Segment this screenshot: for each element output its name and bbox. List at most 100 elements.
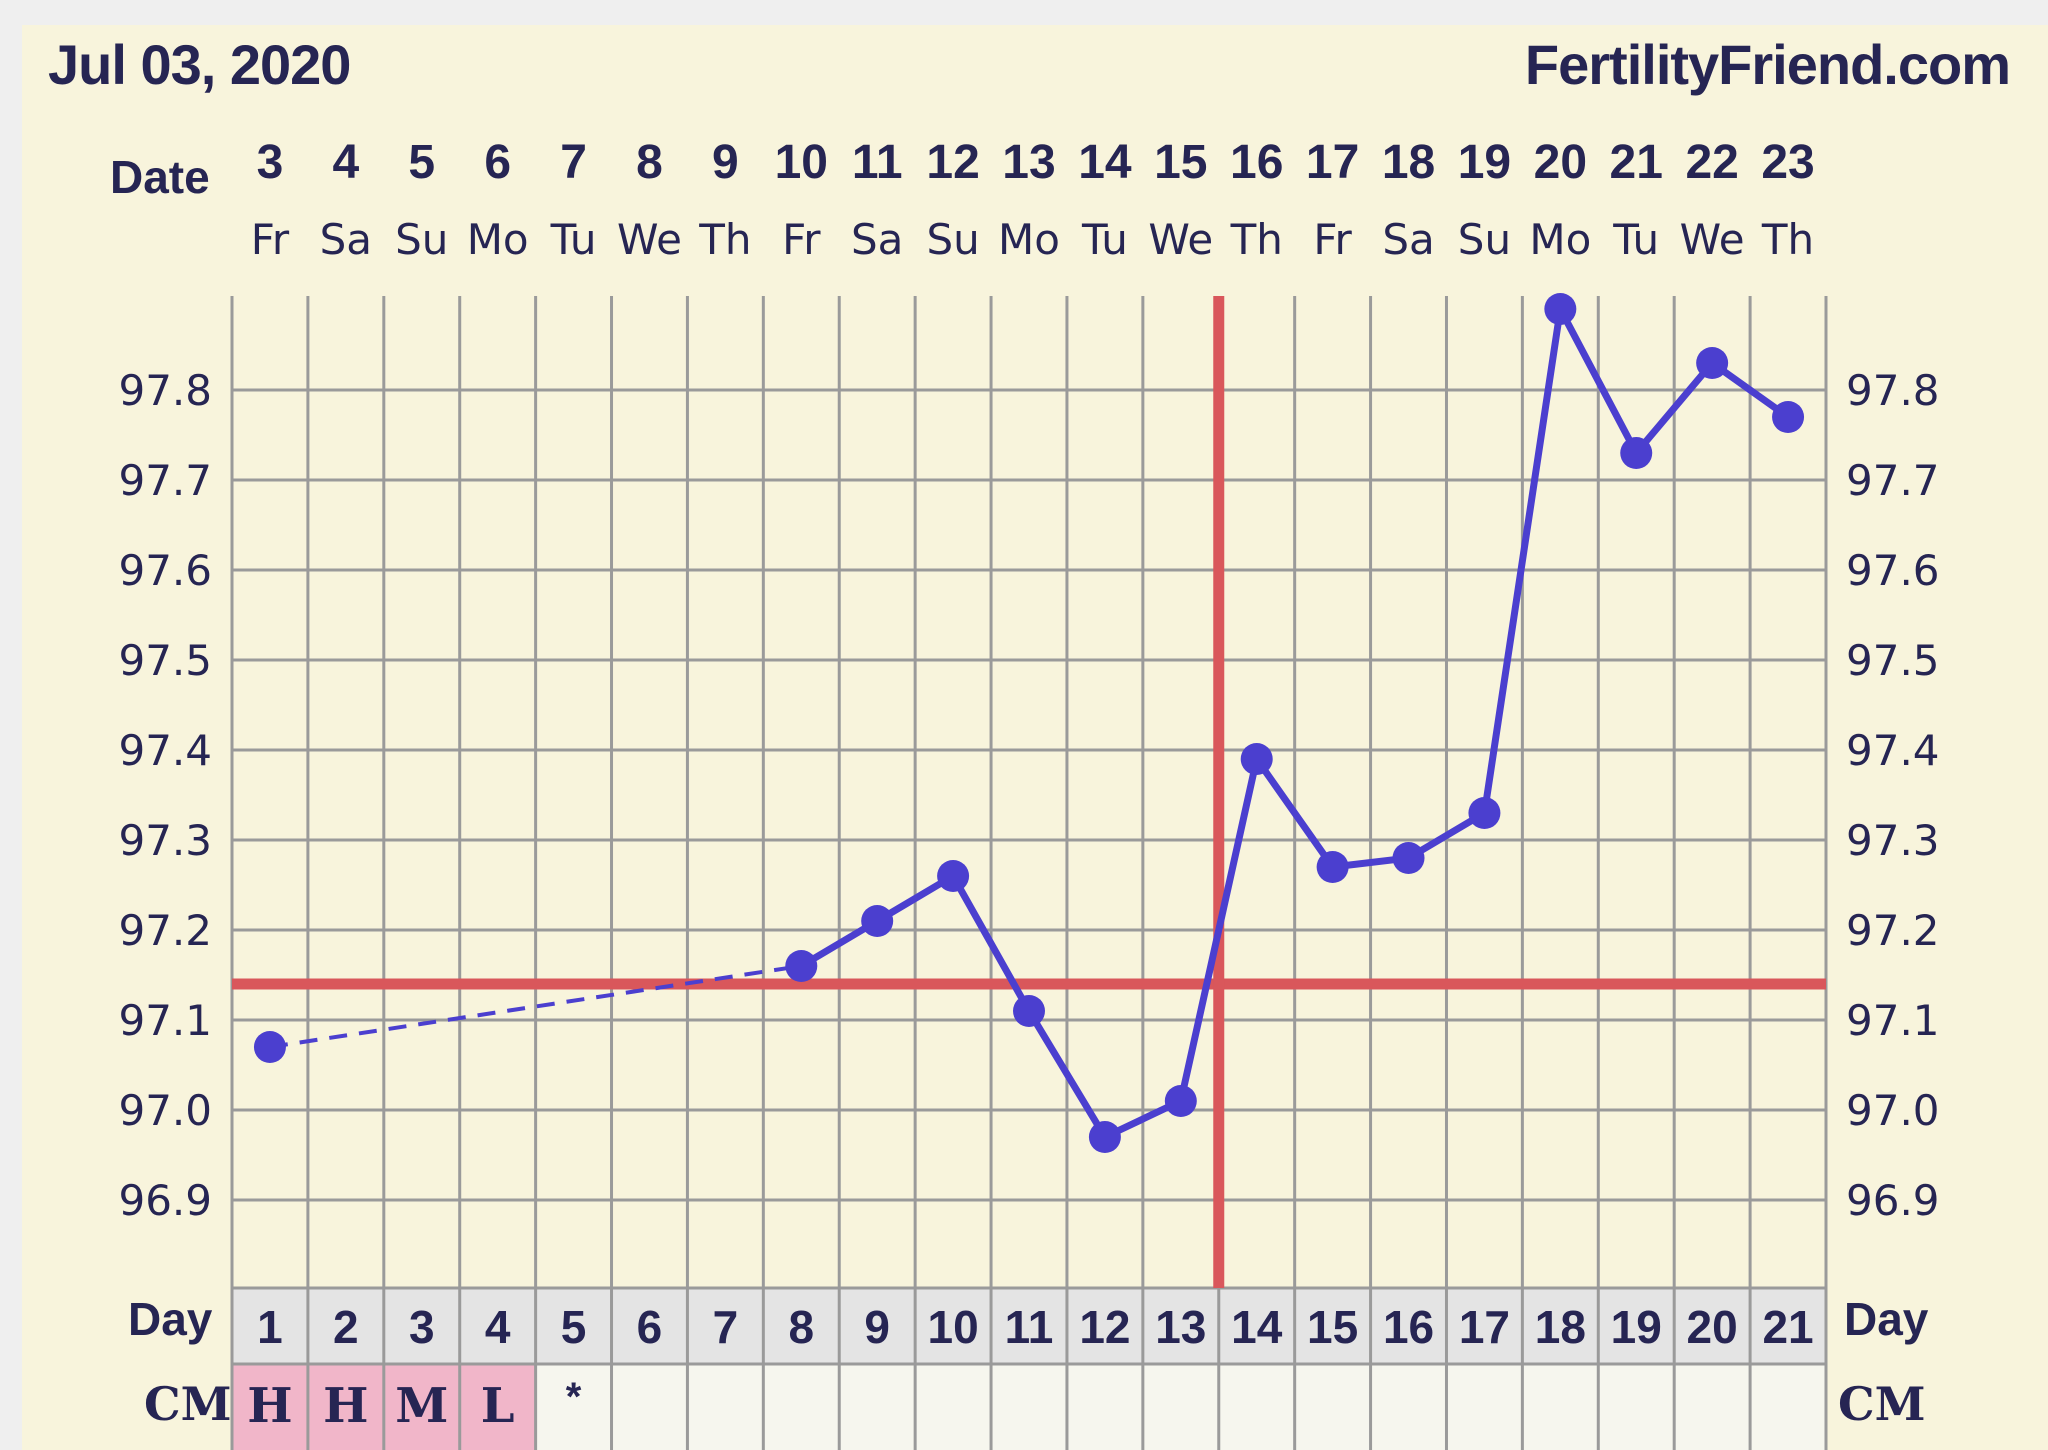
- weekday-tick: Th: [1230, 215, 1283, 264]
- y-tick-right: 97.5: [1846, 636, 1940, 685]
- cycle-day-label: 4: [485, 1301, 511, 1353]
- y-tick-left: 97.4: [118, 726, 212, 775]
- cm-value: M: [395, 1378, 448, 1434]
- date-tick: 15: [1154, 136, 1207, 189]
- cycle-day-label: 10: [928, 1301, 979, 1353]
- weekday-tick: We: [1680, 215, 1745, 264]
- weekday-tick: We: [1148, 215, 1213, 264]
- weekday-tick: Tu: [550, 215, 597, 264]
- cycle-day-label: 14: [1231, 1301, 1283, 1353]
- date-tick: 5: [408, 136, 435, 189]
- cm-marker: *: [566, 1375, 582, 1419]
- bottom-rows: 1 2 3 4 5 6 7 8 9 10 11 12 13 14 15 16 17 18 19 20 21H H M L *: [232, 1288, 1826, 1450]
- y-tick-left: 97.1: [118, 996, 212, 1045]
- day-row-label-left: Day: [128, 1293, 213, 1345]
- cycle-day-label: 11: [1005, 1301, 1054, 1353]
- weekday-tick: Fr: [1313, 215, 1352, 264]
- chart-panel: [22, 25, 2048, 1450]
- cycle-day-label: 2: [333, 1301, 359, 1353]
- series-line: [799, 305, 1791, 1141]
- date-tick: 17: [1306, 136, 1359, 189]
- day-row-label-right: Day: [1844, 1293, 1929, 1345]
- cycle-day-label: 6: [637, 1301, 663, 1353]
- cycle-day-label: 12: [1079, 1301, 1130, 1353]
- cycle-day-label: 7: [713, 1301, 739, 1353]
- cycle-day-label: 16: [1383, 1301, 1434, 1353]
- cm-cell-highlight: [307, 1364, 384, 1450]
- coverline-and-ovulation: [232, 296, 1826, 1288]
- cm-cell-highlight: [383, 1364, 460, 1450]
- date-row-label: Date: [110, 151, 210, 203]
- temperature-point: [1164, 1085, 1197, 1117]
- temperature-point: [1240, 743, 1273, 775]
- y-tick-left: 97.0: [118, 1086, 212, 1135]
- temperature-point: [1013, 995, 1045, 1027]
- cm-row-label-right: CM: [1838, 1377, 1926, 1431]
- temperature-point: [1544, 293, 1577, 325]
- y-tick-left: 97.5: [118, 636, 212, 685]
- weekday-tick: Su: [1458, 215, 1511, 264]
- y-tick-left: 97.6: [118, 546, 212, 595]
- weekday-tick: Fr: [782, 215, 821, 264]
- y-tick-left: 97.7: [118, 456, 212, 505]
- cycle-day-label: 3: [409, 1301, 435, 1353]
- temperature-point: [861, 905, 894, 937]
- temperature-point: [785, 950, 818, 982]
- y-tick-left: 97.8: [118, 366, 212, 415]
- date-tick: 10: [775, 136, 828, 189]
- cycle-day-label: 13: [1155, 1301, 1206, 1353]
- temperature-point: [1088, 1121, 1121, 1153]
- date-tick: 22: [1685, 136, 1738, 189]
- date-tick: 20: [1534, 136, 1587, 189]
- cm-cell-highlight: [232, 1364, 308, 1450]
- cm-value: H: [247, 1378, 292, 1434]
- chart-date: Jul 03, 2020: [48, 33, 350, 96]
- temperature-point: [1392, 842, 1425, 874]
- temperature-point: [937, 860, 970, 892]
- cm-row-label-left: CM: [144, 1377, 232, 1431]
- y-tick-left: 97.3: [118, 816, 212, 865]
- cm-cell-highlight: [459, 1364, 536, 1450]
- weekday-tick: Sa: [1382, 215, 1434, 264]
- temperature-point: [253, 1031, 286, 1063]
- date-header: 3 4 5 6 7 8 9 10 11 12 13 14 15 16 17 18 19 20 21 22 23 Fr Sa S…: [251, 136, 1815, 264]
- cycle-day-label: 9: [864, 1301, 890, 1353]
- y-tick-right: 97.0: [1846, 1086, 1940, 1135]
- weekday-tick: Su: [395, 215, 448, 264]
- weekday-tick: Mo: [998, 215, 1060, 264]
- date-tick: 18: [1382, 136, 1435, 189]
- y-tick-right: 97.6: [1846, 546, 1940, 595]
- date-tick: 4: [333, 136, 360, 189]
- weekday-tick: Mo: [1529, 215, 1591, 264]
- temperature-point: [1316, 851, 1349, 883]
- weekday-tick: Sa: [851, 215, 903, 264]
- cycle-day-label: 20: [1687, 1301, 1738, 1353]
- temperature-point: [1772, 401, 1805, 433]
- temperature-point: [1696, 347, 1729, 379]
- date-tick: 6: [484, 136, 511, 189]
- cycle-day-label: 5: [561, 1301, 587, 1353]
- date-tick: 21: [1610, 136, 1663, 189]
- cycle-day-label: 17: [1459, 1301, 1510, 1353]
- site-brand: FertilityFriend.com: [1525, 33, 2010, 96]
- date-tick: 11: [852, 136, 903, 189]
- cycle-day-label: 21: [1762, 1301, 1813, 1353]
- y-tick-left: 97.2: [118, 906, 212, 955]
- date-tick: 23: [1761, 136, 1814, 189]
- date-tick: 7: [560, 136, 587, 189]
- temperature-series: [253, 293, 1805, 1153]
- cm-value: L: [481, 1378, 515, 1434]
- date-tick: 19: [1458, 136, 1511, 189]
- weekday-tick: Fr: [251, 215, 290, 264]
- weekday-tick: Tu: [1612, 215, 1659, 264]
- weekday-tick: Mo: [467, 215, 529, 264]
- cycle-day-label: 18: [1535, 1301, 1586, 1353]
- weekday-tick: Th: [698, 215, 751, 264]
- date-tick: 3: [257, 136, 284, 189]
- date-tick: 9: [712, 136, 739, 189]
- cycle-day-label: 19: [1611, 1301, 1662, 1353]
- y-tick-right: 97.3: [1846, 816, 1940, 865]
- weekday-tick: Tu: [1081, 215, 1128, 264]
- y-tick-right: 97.2: [1846, 906, 1940, 955]
- y-tick-right: 97.4: [1846, 726, 1940, 775]
